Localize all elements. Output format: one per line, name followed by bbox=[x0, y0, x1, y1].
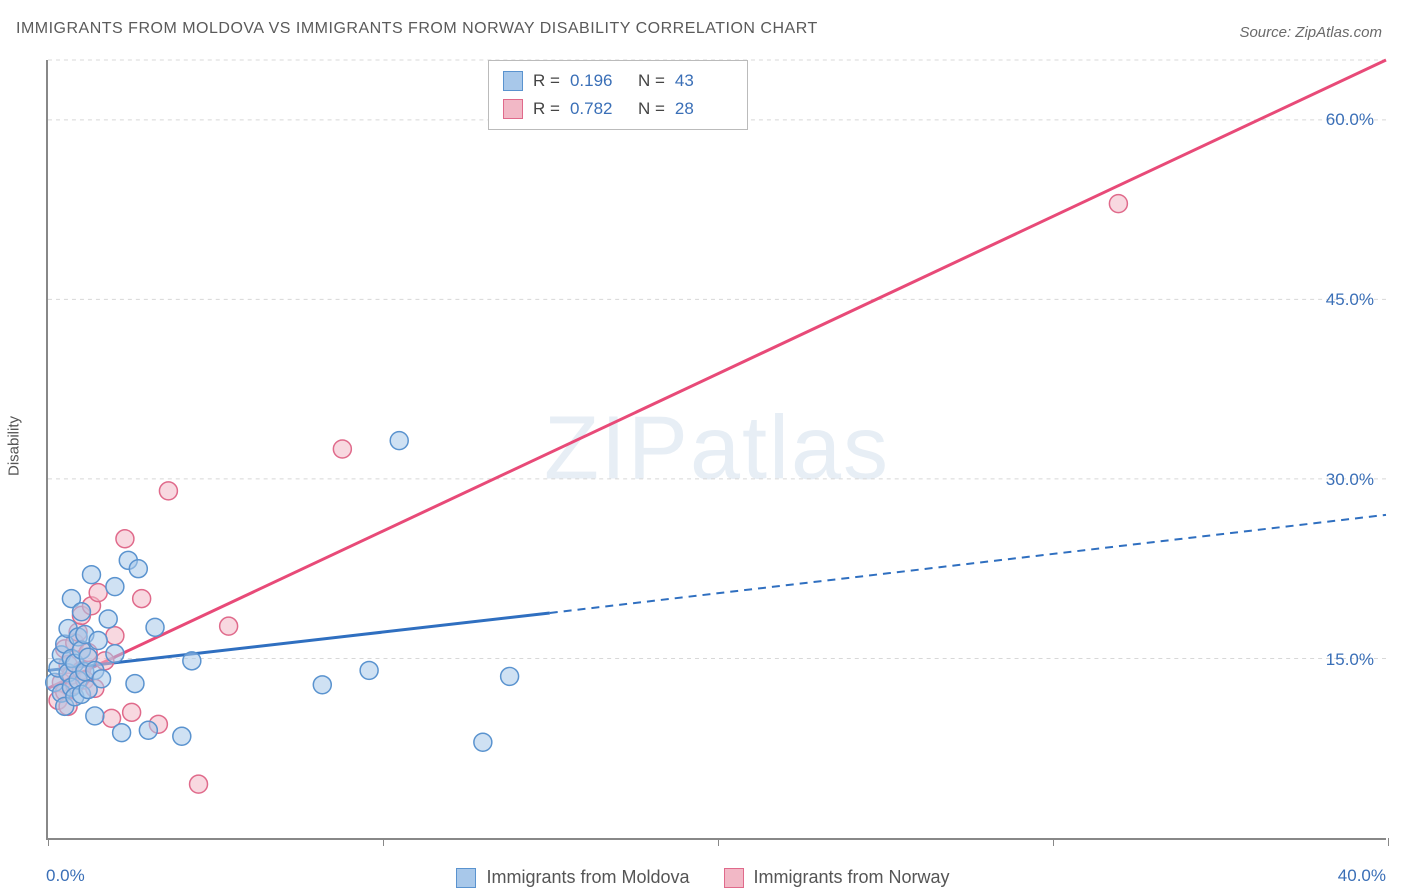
stats-row-norway: R = 0.782 N = 28 bbox=[503, 95, 733, 123]
n-label: N = bbox=[638, 67, 665, 95]
scatter-svg bbox=[48, 60, 1386, 838]
plot-area: ZIPatlas R = 0.196 N = 43 R = 0.782 N = … bbox=[46, 60, 1386, 840]
source-attribution: Source: ZipAtlas.com bbox=[1239, 24, 1382, 41]
y-tick-label: 45.0% bbox=[1326, 290, 1374, 310]
y-tick-label: 30.0% bbox=[1326, 470, 1374, 490]
r-label: R = bbox=[533, 95, 560, 123]
stats-row-moldova: R = 0.196 N = 43 bbox=[503, 67, 733, 95]
r-label: R = bbox=[533, 67, 560, 95]
swatch-norway-icon bbox=[503, 99, 523, 119]
x-tick-mark bbox=[718, 838, 719, 846]
n-value-moldova: 43 bbox=[675, 67, 733, 95]
chart-title: IMMIGRANTS FROM MOLDOVA VS IMMIGRANTS FR… bbox=[16, 20, 818, 38]
swatch-norway-icon bbox=[724, 868, 744, 888]
bottom-legend: Immigrants from Moldova Immigrants from … bbox=[0, 867, 1406, 888]
legend-label-moldova: Immigrants from Moldova bbox=[486, 867, 689, 888]
legend-label-norway: Immigrants from Norway bbox=[754, 867, 950, 888]
swatch-moldova-icon bbox=[503, 71, 523, 91]
x-tick-mark bbox=[1388, 838, 1389, 846]
legend-item-norway: Immigrants from Norway bbox=[724, 867, 950, 888]
n-label: N = bbox=[638, 95, 665, 123]
x-tick-mark bbox=[48, 838, 49, 846]
stats-legend-box: R = 0.196 N = 43 R = 0.782 N = 28 bbox=[488, 60, 748, 130]
x-tick-mark bbox=[1053, 838, 1054, 846]
r-value-moldova: 0.196 bbox=[570, 67, 628, 95]
swatch-moldova-icon bbox=[456, 868, 476, 888]
legend-item-moldova: Immigrants from Moldova bbox=[456, 867, 689, 888]
n-value-norway: 28 bbox=[675, 95, 733, 123]
y-tick-label: 60.0% bbox=[1326, 110, 1374, 130]
y-tick-label: 15.0% bbox=[1326, 650, 1374, 670]
r-value-norway: 0.782 bbox=[570, 95, 628, 123]
y-axis-label: Disability bbox=[6, 416, 23, 476]
x-tick-mark bbox=[383, 838, 384, 846]
